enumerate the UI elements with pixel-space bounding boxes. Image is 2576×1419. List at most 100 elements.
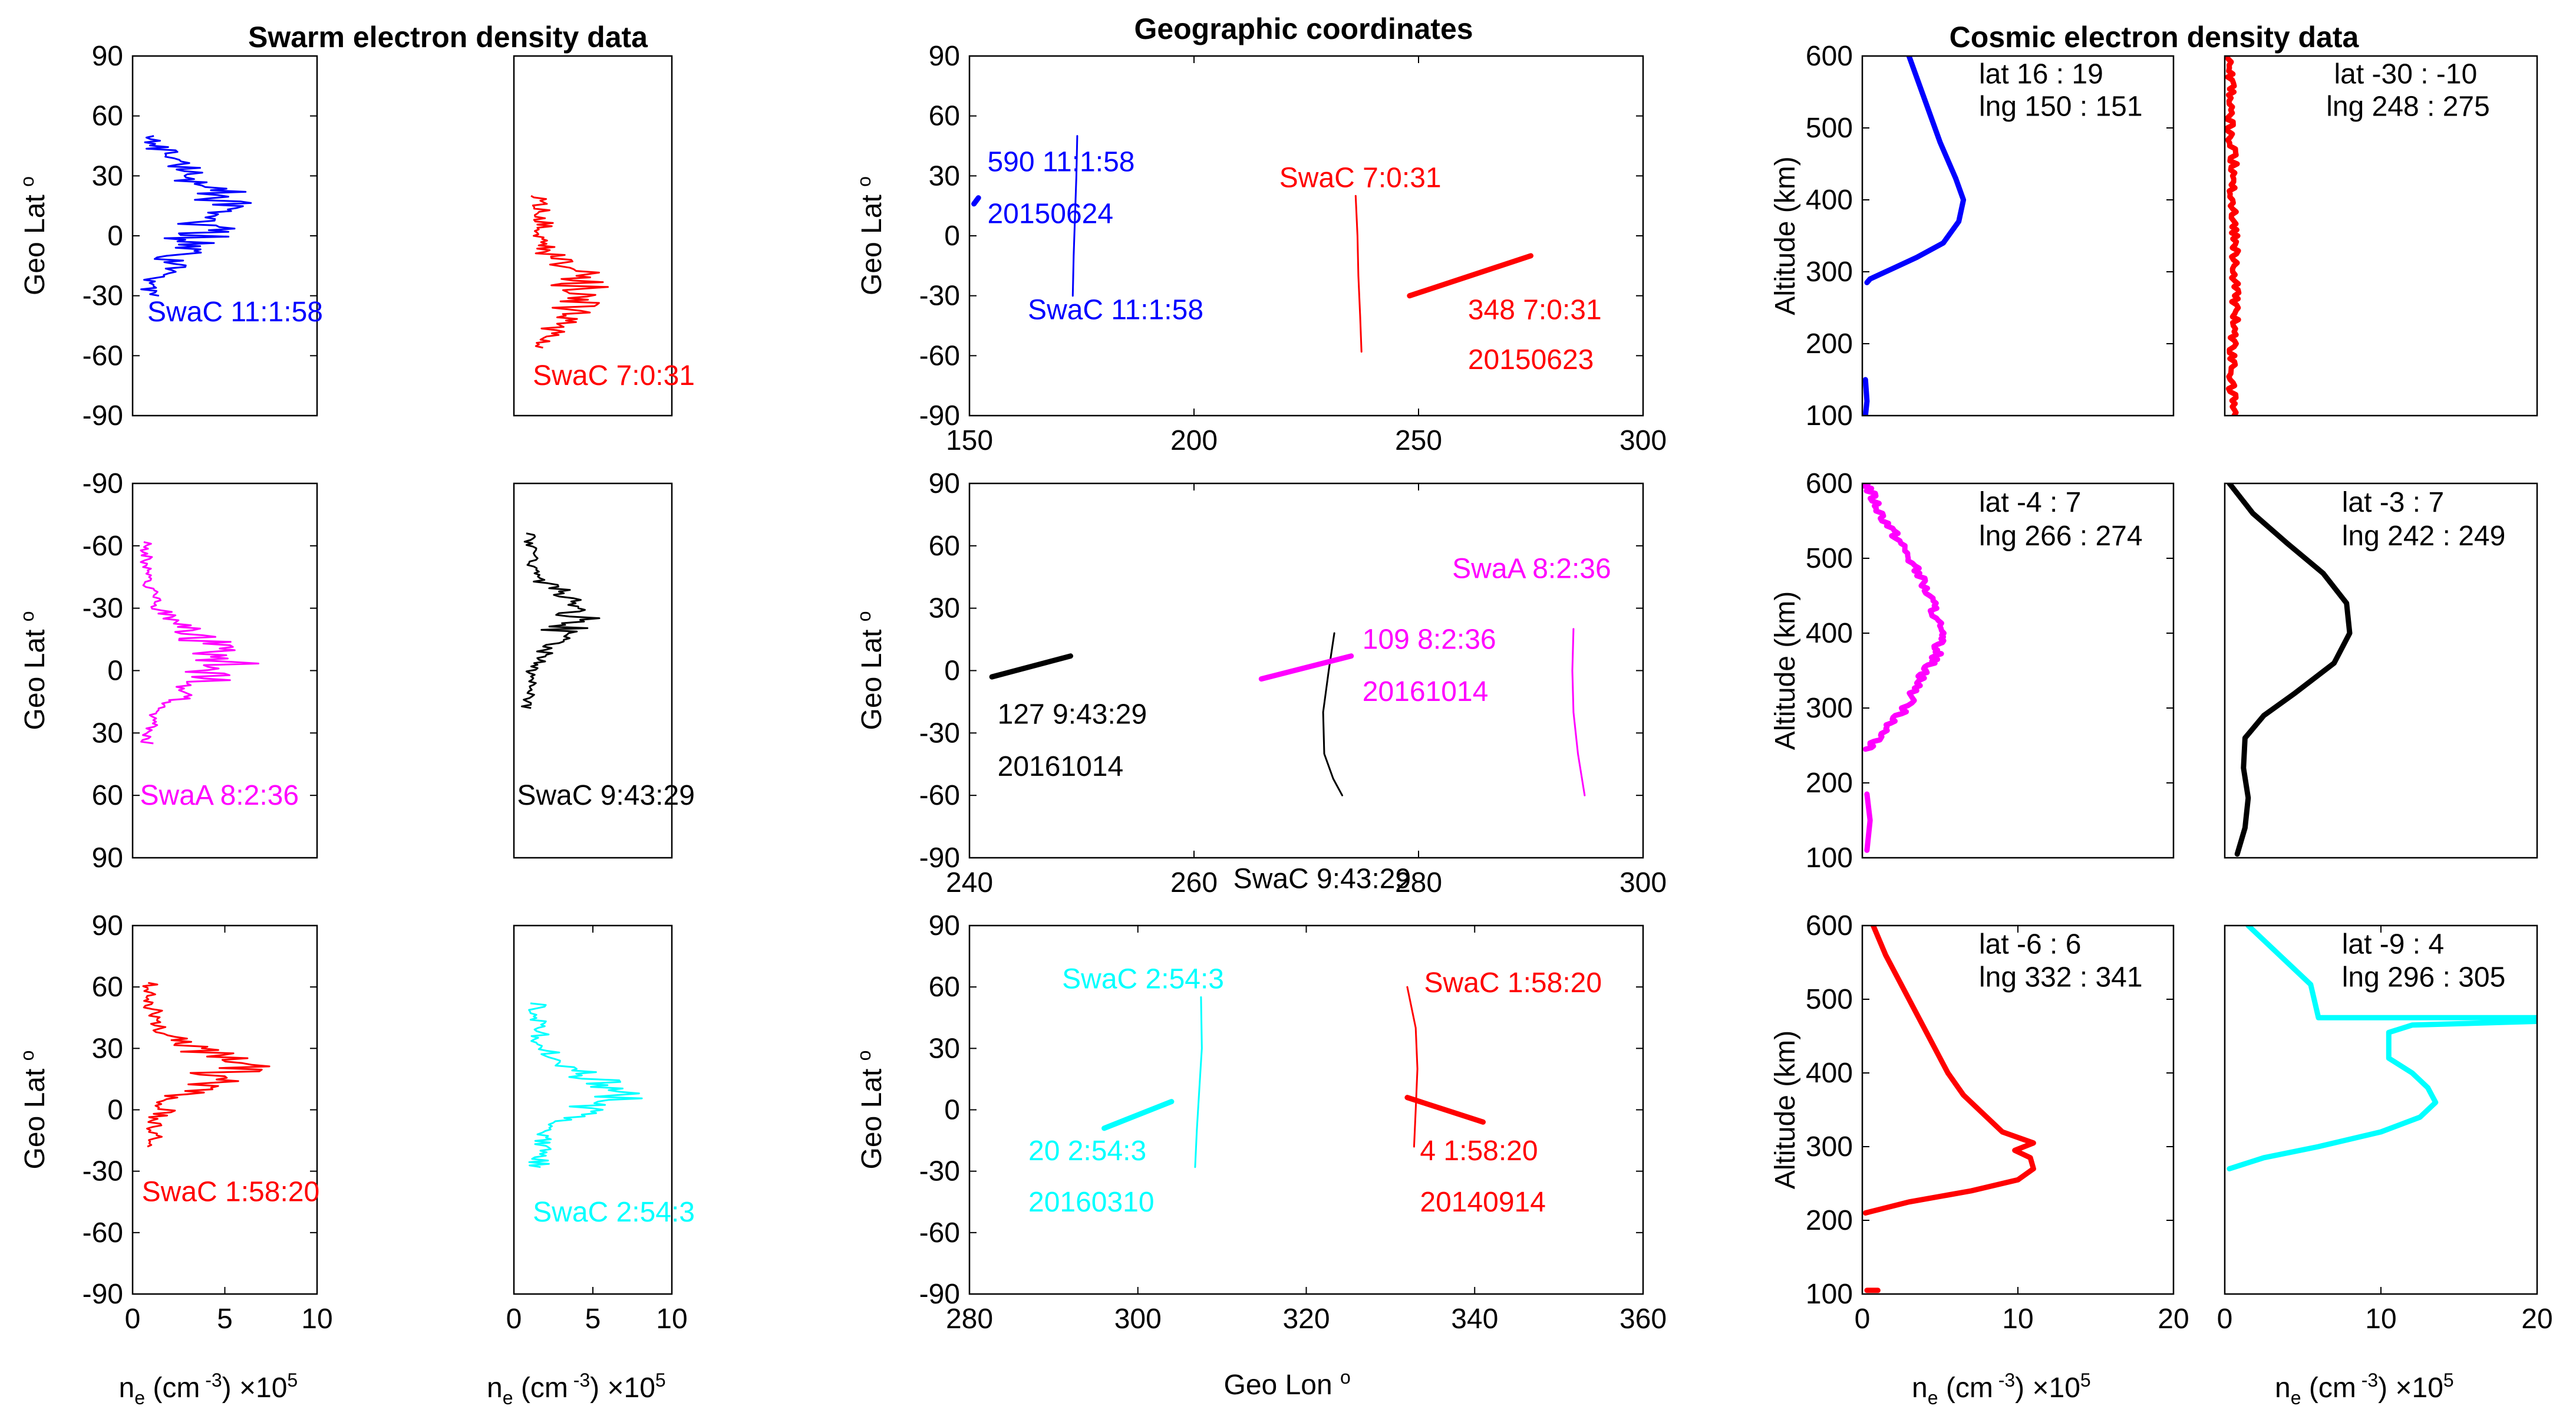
series-line <box>1406 986 1419 1148</box>
y-axis-label: Altitude (km) <box>1770 156 1801 315</box>
y-tick-label: 90 <box>92 842 123 874</box>
y-tick-label: 30 <box>929 160 960 192</box>
x-tick-label: 0 <box>125 1303 141 1335</box>
x-tick-label: 320 <box>1282 1303 1330 1335</box>
y-tick-label: 400 <box>1806 185 1853 216</box>
series-line <box>1571 628 1586 796</box>
x-tick-label: 300 <box>1114 1303 1162 1335</box>
y-tick-label: 60 <box>92 780 123 811</box>
series-line <box>528 1002 643 1168</box>
x-tick-label: 340 <box>1451 1303 1498 1335</box>
annotation: lng 266 : 274 <box>1979 521 2143 552</box>
y-axis-label: Geo Lat o <box>853 611 888 730</box>
plot-area <box>140 541 259 745</box>
plot-area <box>530 195 609 349</box>
y-tick-label: 200 <box>1806 768 1853 799</box>
y-tick-label: -90 <box>83 400 123 432</box>
y-tick-label: -60 <box>919 1217 960 1249</box>
plot-area <box>140 135 252 297</box>
annotation: 348 7:0:31 <box>1468 294 1602 325</box>
y-tick-label: 500 <box>1806 113 1853 144</box>
y-tick-label: 60 <box>929 101 960 132</box>
series-line <box>1407 253 1533 299</box>
series-line <box>1071 135 1078 297</box>
series-line <box>1101 1099 1175 1131</box>
y-axis-label: Geo Lat o <box>17 611 51 730</box>
annotation: 127 9:43:29 <box>998 699 1147 730</box>
y-tick-label: 100 <box>1806 1279 1853 1310</box>
panel-swarm-r2-b: SwaC 9:43:29 <box>513 482 695 859</box>
y-tick-label: 30 <box>92 1033 123 1064</box>
annotation: 20150624 <box>987 199 1113 230</box>
y-tick-label: -30 <box>83 593 123 624</box>
y-tick-label: -60 <box>83 340 123 371</box>
plot-area <box>971 135 1533 353</box>
plot-area <box>989 628 1586 796</box>
y-tick-label: 300 <box>1806 1131 1853 1163</box>
y-tick-label: -90 <box>919 1279 960 1310</box>
series-line <box>2227 483 2353 857</box>
x-tick-label: 0 <box>2217 1303 2233 1335</box>
panel-swarm-r1-a: 90 60 30 0 -30 -60 -90 SwaC 11:1:58 Geo Lat o <box>17 41 323 432</box>
x-tick-label: 20 <box>2158 1303 2189 1335</box>
x-tick-label: 5 <box>585 1303 601 1335</box>
annotation: 109 8:2:36 <box>1363 624 1496 656</box>
axes-box <box>513 55 673 417</box>
y-axis-label: Altitude (km) <box>1770 591 1801 750</box>
annotation: SwaC 7:0:31 <box>1279 163 1442 194</box>
series-line <box>1864 791 1873 853</box>
series-line <box>1258 653 1354 682</box>
axes-box <box>513 482 673 859</box>
series-line <box>971 195 981 207</box>
y-axis-label: Geo Lat o <box>17 1051 51 1170</box>
y-tick-label: -60 <box>83 1217 123 1249</box>
y-tick-label: -90 <box>83 468 123 499</box>
y-axis-label: Geo Lat o <box>853 1051 888 1170</box>
x-tick-label: 300 <box>1620 425 1667 456</box>
y-tick-label: 90 <box>929 468 960 499</box>
annotation: lat -4 : 7 <box>1979 487 2081 518</box>
series-line <box>1862 377 1870 416</box>
series-line <box>142 982 271 1148</box>
x-tick-label: 0 <box>1855 1303 1871 1335</box>
axes-box <box>1861 55 2175 417</box>
annotation: SwaC 2:54:3 <box>533 1197 695 1228</box>
y-tick-label: 60 <box>929 972 960 1003</box>
panel-swarm-r2-a: -90 -60 -30 0 30 60 90 SwaA 8:2:36 Geo Lat o <box>17 468 318 874</box>
x-axis-label: ne (cm -3) ×105 <box>1912 1369 2091 1408</box>
y-tick-label: 400 <box>1806 1058 1853 1089</box>
annotation: 590 11:1:58 <box>987 147 1134 178</box>
y-tick-label: 60 <box>92 101 123 132</box>
x-tick-label: 10 <box>2365 1303 2396 1335</box>
y-tick-label: -30 <box>919 281 960 312</box>
annotation: lat -6 : 6 <box>1979 929 2081 960</box>
y-tick-label: 100 <box>1806 842 1853 874</box>
y-tick-label: 30 <box>929 593 960 624</box>
y-tick-label: -90 <box>919 400 960 432</box>
y-tick-label: -30 <box>919 717 960 749</box>
y-tick-label: 0 <box>944 656 960 687</box>
axes-box <box>1861 482 2175 859</box>
y-tick-label: 600 <box>1806 910 1853 941</box>
panel-swarm-r3-b: 0 5 10 SwaC 2:54:3 ne (cm -3) ×105 <box>487 924 695 1408</box>
axes-box <box>2224 55 2538 417</box>
x-axis-label: ne (cm -3) ×105 <box>487 1369 666 1408</box>
plot-area <box>2227 926 2537 1171</box>
annotation: lng 150 : 151 <box>1979 91 2143 122</box>
plot-area <box>1862 483 1947 853</box>
y-tick-label: 90 <box>929 910 960 941</box>
plot-area <box>1862 56 1967 416</box>
annotation: SwaC 7:0:31 <box>533 360 695 391</box>
y-axis-label: Altitude (km) <box>1770 1030 1801 1189</box>
y-tick-label: -60 <box>919 340 960 371</box>
axes-box <box>2224 482 2538 859</box>
y-tick-label: 60 <box>92 972 123 1003</box>
y-tick-label: 0 <box>944 1095 960 1126</box>
x-tick-label: 250 <box>1395 425 1442 456</box>
x-tick-label: 280 <box>1395 867 1442 898</box>
plot-area <box>142 982 271 1148</box>
